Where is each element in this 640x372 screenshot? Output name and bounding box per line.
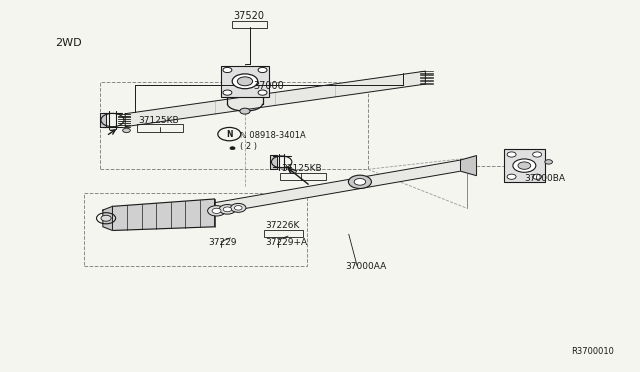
Polygon shape	[214, 160, 461, 214]
Circle shape	[237, 77, 253, 86]
Text: N: N	[226, 129, 232, 139]
Circle shape	[230, 203, 246, 212]
Bar	[264, 230, 303, 237]
Circle shape	[234, 206, 242, 210]
Circle shape	[545, 160, 552, 164]
Circle shape	[223, 207, 232, 212]
Circle shape	[207, 206, 225, 216]
Text: 2WD: 2WD	[55, 38, 82, 48]
Circle shape	[507, 152, 516, 157]
Polygon shape	[113, 199, 214, 231]
Text: R3700010: R3700010	[571, 347, 614, 356]
Circle shape	[513, 159, 536, 172]
Circle shape	[219, 205, 236, 214]
Polygon shape	[461, 155, 476, 176]
Text: ℕ 08918-3401A: ℕ 08918-3401A	[240, 131, 306, 140]
Circle shape	[348, 175, 371, 189]
Circle shape	[101, 215, 111, 221]
Circle shape	[230, 147, 235, 150]
Bar	[504, 149, 545, 182]
Polygon shape	[125, 71, 426, 127]
Bar	[137, 125, 182, 132]
Circle shape	[123, 128, 131, 133]
Bar	[84, 193, 307, 266]
Text: 37520: 37520	[234, 11, 265, 21]
Bar	[100, 82, 368, 169]
Polygon shape	[100, 113, 106, 128]
Circle shape	[232, 74, 258, 89]
Circle shape	[507, 174, 516, 179]
Circle shape	[240, 108, 250, 114]
Circle shape	[223, 67, 232, 73]
Circle shape	[354, 179, 365, 185]
Circle shape	[518, 162, 531, 169]
Text: 37229+A: 37229+A	[266, 238, 308, 247]
Circle shape	[258, 67, 267, 73]
Text: 37000: 37000	[253, 81, 284, 92]
Polygon shape	[270, 155, 276, 169]
Circle shape	[532, 152, 541, 157]
Text: 37000AA: 37000AA	[346, 262, 387, 271]
Circle shape	[223, 90, 232, 95]
Bar	[221, 65, 269, 97]
Text: ( 2 ): ( 2 )	[240, 142, 257, 151]
Circle shape	[212, 208, 221, 214]
Text: 37125KB: 37125KB	[282, 164, 323, 173]
Circle shape	[290, 170, 296, 173]
Bar	[232, 22, 267, 28]
Polygon shape	[103, 206, 113, 231]
Text: 37229: 37229	[208, 238, 237, 247]
Circle shape	[258, 90, 267, 95]
Text: 37226K: 37226K	[266, 221, 300, 231]
Text: 37000BA: 37000BA	[524, 174, 565, 183]
Text: 37125KB: 37125KB	[138, 116, 179, 125]
Circle shape	[532, 174, 541, 179]
Bar	[280, 173, 326, 180]
